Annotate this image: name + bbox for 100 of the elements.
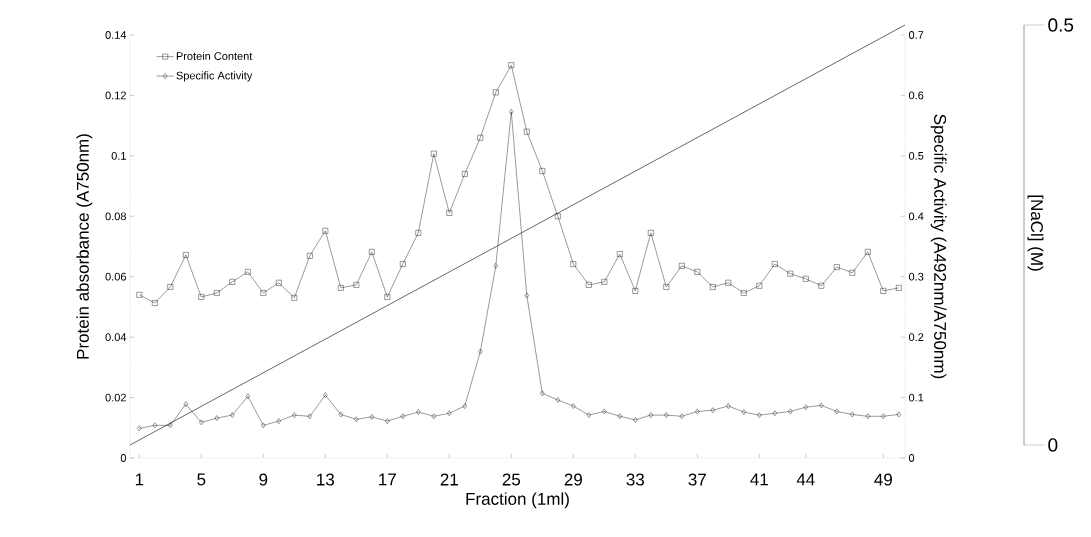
point <box>338 411 343 418</box>
x-tick-label: 5 <box>197 473 206 486</box>
point <box>896 411 901 418</box>
point <box>710 407 715 414</box>
point <box>788 408 793 415</box>
x-tick-label: 44 <box>796 473 815 486</box>
point <box>369 414 374 420</box>
point <box>152 422 157 429</box>
point <box>415 230 422 236</box>
y2-tick-label: 0 <box>908 454 915 462</box>
point <box>400 413 405 420</box>
point <box>726 403 731 409</box>
point <box>648 230 654 236</box>
point <box>555 213 561 220</box>
point <box>477 134 484 141</box>
point <box>756 282 763 289</box>
legend-label: Specific Activity <box>176 71 253 82</box>
point <box>136 292 143 298</box>
y-tick-label: 0.06 <box>105 272 126 281</box>
point <box>198 294 205 300</box>
point <box>787 270 794 277</box>
y-axis-title: Protein absorbance (A750nm) <box>76 134 93 359</box>
point <box>369 249 375 255</box>
y2-tick-label: 0.3 <box>908 272 924 281</box>
y2-tick-label: 0.1 <box>908 393 924 402</box>
y3-tick-label: 0 <box>1048 438 1058 452</box>
point <box>664 412 669 418</box>
x-tick-label: 33 <box>626 473 644 486</box>
point <box>632 288 639 294</box>
point <box>416 409 421 415</box>
y-tick-label: 0.04 <box>105 333 127 342</box>
point <box>602 408 607 415</box>
point <box>679 263 685 269</box>
y2-tick-label: 0.7 <box>908 31 924 39</box>
point <box>617 413 622 420</box>
y2-tick-label: 0.4 <box>908 212 924 221</box>
point <box>880 288 887 294</box>
point <box>509 108 514 115</box>
point <box>710 284 716 290</box>
point <box>261 422 266 429</box>
point <box>137 425 142 432</box>
point <box>322 227 329 234</box>
x-tick-label: 37 <box>688 473 706 486</box>
line-series <box>136 62 902 306</box>
point <box>353 282 360 288</box>
point <box>385 418 390 424</box>
point <box>663 284 670 290</box>
point <box>493 89 499 96</box>
point <box>633 417 638 423</box>
point <box>818 282 825 289</box>
point <box>446 210 453 216</box>
point <box>307 253 313 259</box>
x-tick-label: 41 <box>750 473 768 486</box>
x-tick-label: 9 <box>259 473 268 486</box>
point <box>338 285 344 291</box>
point <box>865 249 871 255</box>
point <box>230 412 235 418</box>
point <box>571 403 576 409</box>
point <box>462 171 468 177</box>
point <box>695 408 700 415</box>
point <box>214 415 219 421</box>
y2-tick-label: 0.6 <box>908 91 924 100</box>
y-tick-label: 0.12 <box>105 91 126 100</box>
point <box>478 348 483 355</box>
point <box>648 412 653 418</box>
point <box>462 403 467 409</box>
point <box>570 261 577 267</box>
point <box>865 413 870 420</box>
y3-tick-label: 0.5 <box>1048 18 1074 32</box>
point <box>586 412 591 418</box>
point <box>694 269 701 275</box>
y2-axis-title: Specific Activity (A492nm/A750nm) <box>930 114 947 379</box>
point <box>540 390 545 397</box>
x-tick-label: 1 <box>135 473 144 486</box>
legend-label: Protein Content <box>176 51 253 60</box>
point <box>679 413 684 420</box>
x-axis-title: Fraction (1ml) <box>466 492 569 509</box>
point <box>725 279 732 286</box>
x-tick-label: 21 <box>440 473 458 486</box>
point <box>291 295 298 301</box>
point <box>307 413 312 420</box>
point <box>772 410 777 417</box>
point <box>849 269 856 276</box>
point <box>168 422 173 429</box>
y-tick-label: 0.08 <box>105 212 126 221</box>
point <box>850 411 855 418</box>
point <box>617 251 623 257</box>
point <box>896 285 902 291</box>
point <box>431 413 436 420</box>
point <box>772 261 778 267</box>
point <box>214 290 220 296</box>
y-tick-label: 0 <box>120 454 127 462</box>
x-tick-label: 49 <box>874 473 892 486</box>
point <box>524 128 530 135</box>
point <box>881 413 886 420</box>
point <box>601 279 608 285</box>
point <box>400 261 406 267</box>
y-tick-label: 0.1 <box>111 151 126 160</box>
y-tick-label: 0.02 <box>105 393 126 402</box>
point <box>167 284 174 290</box>
